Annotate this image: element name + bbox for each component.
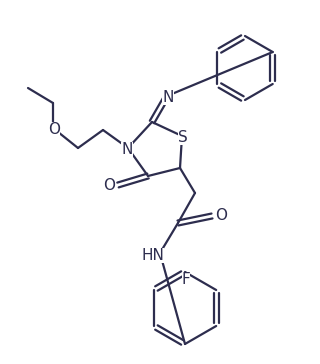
Text: HN: HN xyxy=(141,248,164,262)
Text: S: S xyxy=(178,130,188,145)
Text: O: O xyxy=(215,207,227,222)
Text: O: O xyxy=(48,122,60,136)
Text: F: F xyxy=(182,272,190,286)
Text: N: N xyxy=(162,90,174,104)
Text: O: O xyxy=(103,178,115,193)
Text: N: N xyxy=(121,142,133,157)
